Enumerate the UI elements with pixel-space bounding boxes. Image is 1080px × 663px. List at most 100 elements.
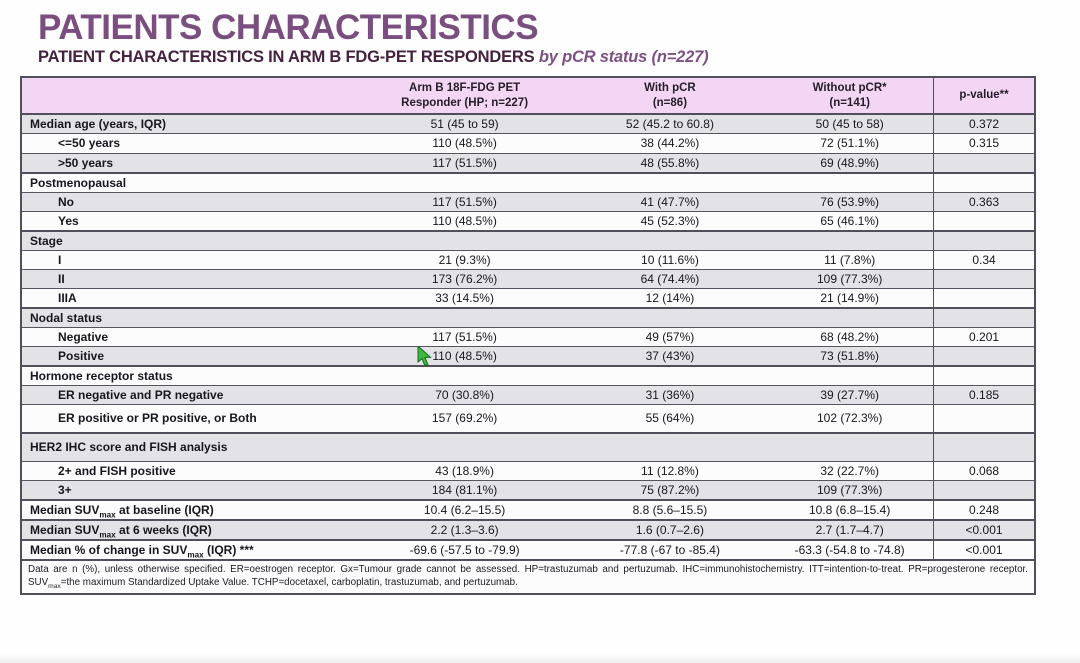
value-cell: 117 (51.5%) (432, 329, 497, 344)
subtitle-main: PATIENT CHARACTERISTICS IN ARM B FDG-PET… (38, 48, 535, 67)
section-row: HER2 IHC score and FISH analysis (21, 432, 1035, 462)
p-value-cell (933, 172, 1035, 193)
value-cell: 21 (9.3%) (438, 252, 491, 267)
value-cell: 110 (48.5%) (432, 136, 497, 151)
value-cell: 39 (27.7%) (820, 387, 880, 402)
p-value-cell (933, 346, 1035, 366)
p-value-cell: <0.001 (933, 520, 1035, 541)
table-row: >50 years 117 (51.5%) 48 (55.8%) 69 (48.9%) (21, 153, 1035, 173)
value-cell: 110 (48.5%) (432, 213, 497, 228)
row-label: ER positive or PR positive, or Both (58, 410, 257, 425)
value-cell: 10.8 (6.8–15.4) (808, 503, 891, 518)
p-value-cell (933, 153, 1035, 173)
row-label: Yes (58, 213, 79, 228)
row-label: II (58, 271, 65, 286)
table-row: 3+ 184 (81.1%) 75 (87.2%) 109 (77.3%) (21, 480, 1035, 501)
value-cell: 48 (55.8%) (640, 155, 700, 170)
table-row: ER positive or PR positive, or Both 157 (… (21, 404, 1035, 433)
row-label: ER negative and PR negative (58, 387, 224, 402)
table-row: ER negative and PR negative 70 (30.8%) 31 … (21, 385, 1035, 405)
row-label: Negative (58, 329, 109, 344)
col-header-arm-b: Arm B 18F-FDG PET Responder (HP; n=227) (355, 77, 574, 116)
table-body: Median age (years, IQR) 51 (45 to 59) 52 (… (21, 114, 1035, 561)
p-value-cell (933, 307, 1035, 328)
value-cell: -63.3 (-54.8 to -74.8) (794, 543, 905, 558)
table-row: Negative 117 (51.5%) 49 (57%) 68 (48.2%) 0.2… (21, 327, 1035, 347)
p-value-cell (933, 432, 1035, 462)
value-cell: 10 (11.6%) (641, 252, 699, 267)
value-cell: 51 (45 to 59) (430, 117, 499, 132)
value-cell: 184 (81.1%) (431, 483, 498, 497)
p-value-cell: <0.001 (933, 540, 1035, 561)
row-label: Median SUVmax at 6 weeks (IQR) (30, 523, 212, 540)
p-value-cell (933, 288, 1035, 308)
row-label: Median SUVmax at baseline (IQR) (30, 503, 214, 520)
section-label: HER2 IHC score and FISH analysis (30, 439, 228, 454)
col-header-characteristic (21, 77, 356, 116)
value-cell: 41 (47.7%) (640, 194, 700, 209)
value-cell: 12 (14%) (645, 290, 695, 305)
p-value-cell: 0.34 (933, 250, 1035, 270)
table-row: 2+ and FISH positive 43 (18.9%) 11 (12.8%)… (21, 461, 1035, 481)
value-cell: 37 (43%) (645, 348, 695, 363)
table-row: <=50 years 110 (48.5%) 38 (44.2%) 72 (51.1%… (21, 133, 1035, 153)
value-cell: 11 (12.8%) (641, 463, 699, 478)
value-cell: 117 (51.5%) (432, 155, 497, 170)
p-value-cell: 0.315 (933, 133, 1035, 153)
value-cell: 21 (14.9%) (820, 290, 880, 305)
row-label: 3+ (58, 483, 72, 497)
section-label: Hormone receptor status (30, 368, 173, 383)
row-label: 2+ and FISH positive (58, 463, 176, 478)
value-cell: 110 (48.5%) (432, 348, 497, 363)
row-label: <=50 years (58, 136, 121, 151)
value-cell: 76 (53.9%) (820, 194, 880, 209)
value-cell: 69 (48.9%) (820, 155, 880, 170)
value-cell: 32 (22.7%) (820, 463, 880, 478)
value-cell: 64 (74.4%) (640, 271, 700, 286)
subtitle-qualifier: by pCR status (n=227) (538, 48, 709, 67)
section-label: Nodal status (30, 310, 103, 325)
value-cell: 2.2 (1.3–3.6) (430, 523, 499, 538)
p-value-cell (933, 404, 1035, 433)
value-cell: 45 (52.3%) (640, 213, 700, 228)
table-row: II 173 (76.2%) 64 (74.4%) 109 (77.3%) (21, 269, 1035, 289)
value-cell: 43 (18.9%) (435, 463, 494, 478)
section-label: Postmenopausal (30, 175, 127, 190)
col-header-p-value: p-value** (933, 77, 1035, 116)
value-cell: -69.6 (-57.5 to -79.9) (409, 543, 520, 558)
value-cell: 8.8 (5.6–15.5) (632, 503, 708, 518)
p-value-cell (933, 480, 1035, 501)
table-row: No 117 (51.5%) 41 (47.7%) 76 (53.9%) 0.363 (21, 192, 1035, 212)
col-header-without-pcr: Without pCR* (n=141) (766, 77, 934, 116)
footnote-text: Data are n (%), unless otherwise specifi… (21, 559, 1035, 594)
table-row: Median age (years, IQR) 51 (45 to 59) 52 (… (21, 114, 1035, 134)
value-cell: 75 (87.2%) (640, 483, 700, 497)
col-header-with-pcr: With pCR (n=86) (573, 77, 767, 116)
section-row: Hormone receptor status (21, 365, 1035, 386)
value-cell: 11 (7.8%) (824, 252, 876, 267)
value-cell: 173 (76.2%) (431, 271, 498, 286)
table-footnote-row: Data are n (%), unless otherwise specifi… (21, 559, 1035, 594)
p-value-cell (933, 269, 1035, 289)
row-label: Median age (years, IQR) (30, 117, 167, 132)
value-cell: 55 (64%) (645, 410, 695, 425)
table-row: Positive 110 (48.5%) 37 (43%) 73 (51.8%) (21, 346, 1035, 366)
value-cell: 31 (36%) (645, 387, 695, 402)
table-subtitle: PATIENT CHARACTERISTICS IN ARM B FDG-PET… (38, 48, 1080, 67)
page-title: PATIENTS CHARACTERISTICS (38, 8, 539, 47)
table-row: Yes 110 (48.5%) 45 (52.3%) 65 (46.1%) (21, 211, 1035, 231)
value-cell: 70 (30.8%) (435, 387, 494, 402)
row-label: Positive (58, 348, 105, 363)
row-label: I (58, 252, 62, 267)
value-cell: 117 (51.5%) (432, 194, 497, 209)
p-value-cell: 0.201 (933, 327, 1035, 347)
green-pointer-cursor-icon (417, 346, 432, 367)
value-cell: 10.4 (6.2–15.5) (423, 503, 506, 518)
p-value-cell: 0.372 (933, 114, 1035, 134)
row-label: Median % of change in SUVmax (IQR) *** (30, 543, 254, 560)
p-value-cell (933, 211, 1035, 231)
value-cell: 109 (77.3%) (816, 483, 883, 497)
table-row: Median SUVmax at 6 weeks (IQR) 2.2 (1.3–3… (21, 520, 1035, 541)
value-cell: 65 (46.1%) (820, 213, 880, 228)
